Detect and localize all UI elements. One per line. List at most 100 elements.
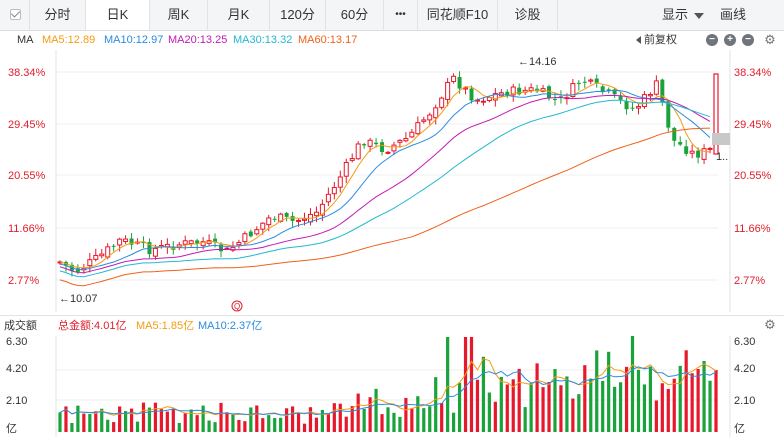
- candle-body-down: [129, 238, 134, 245]
- volume-bar-up: [112, 422, 116, 432]
- price-axis-left-label: 2.77%: [8, 275, 39, 287]
- volume-bar-up: [475, 379, 480, 432]
- volume-bar-down: [100, 408, 104, 432]
- candle-body-down: [696, 150, 701, 158]
- volume-bar-up: [559, 385, 563, 432]
- ma60-value: MA60:13.17: [298, 34, 358, 46]
- volume-bar-up: [654, 400, 658, 432]
- volume-bar-up: [159, 409, 163, 432]
- price-axis-right-label: 2.77%: [734, 275, 765, 287]
- volume-settings-gear-icon[interactable]: ⚙: [764, 317, 776, 332]
- tab-weekly-k[interactable]: 周K: [150, 0, 208, 30]
- volume-bar-up: [511, 379, 515, 432]
- candle-body-down: [660, 79, 665, 103]
- price-axis-right-label: 29.45%: [734, 119, 772, 131]
- volume-bar-down: [601, 380, 605, 432]
- settings-gear-icon[interactable]: ⚙: [764, 32, 776, 47]
- candle-body-up: [689, 150, 695, 154]
- volume-bar-down: [177, 422, 181, 432]
- candle-body-down: [141, 241, 146, 244]
- volume-bar-down: [320, 409, 324, 432]
- volume-bar-down: [618, 382, 623, 432]
- candle-body-up: [343, 161, 349, 177]
- candle-body-down: [457, 77, 462, 89]
- volume-bar-up: [165, 411, 169, 432]
- candle-body-down: [672, 127, 677, 141]
- volume-bar-down: [499, 376, 503, 432]
- volume-bar-down: [392, 412, 396, 432]
- candle-body-up: [337, 176, 343, 188]
- current-price-label: 1..: [716, 151, 728, 163]
- adjust-dropdown[interactable]: 前复权: [636, 30, 677, 50]
- candle-body-up: [391, 144, 397, 152]
- volume-bar-up: [338, 403, 342, 432]
- chevron-down-icon: [694, 12, 705, 19]
- vol-ma10: MA10:2.37亿: [198, 320, 263, 332]
- volume-axis-left-label: 2.10: [6, 395, 27, 407]
- candle-body-up: [385, 151, 391, 154]
- more-periods-button[interactable]: •••: [384, 0, 418, 30]
- candle-body-up: [57, 261, 63, 264]
- candle-body-up: [349, 158, 355, 161]
- candle-body-up: [296, 219, 302, 222]
- candle-body-up: [188, 240, 194, 245]
- tab-f10[interactable]: 同花顺F10: [418, 0, 498, 30]
- volume-bar-down: [487, 392, 491, 432]
- volume-bar-down: [523, 407, 527, 432]
- volume-bar-down: [589, 378, 593, 432]
- volume-bar-up: [356, 393, 360, 432]
- volume-bar-up: [368, 397, 372, 432]
- candle-body-up: [564, 97, 570, 100]
- volume-bar-down: [213, 422, 217, 432]
- candle-body-up: [486, 96, 492, 102]
- volume-bar-up: [660, 383, 664, 432]
- volume-bar-up: [535, 363, 539, 432]
- ma5-value: MA5:12.89: [42, 34, 96, 46]
- tab-monthly-k[interactable]: 月K: [208, 0, 270, 30]
- candle-body-down: [678, 141, 683, 145]
- volume-axis-left-label: 4.20: [6, 363, 27, 375]
- tab-60min[interactable]: 60分: [326, 0, 384, 30]
- volume-bar-down: [189, 409, 193, 432]
- collapse-toggle[interactable]: [0, 0, 30, 30]
- volume-bar-up: [153, 402, 158, 432]
- volume-bar-down: [88, 413, 92, 432]
- volume-bar-up: [404, 397, 408, 432]
- volume-bar-down: [124, 411, 128, 432]
- price-axis-right-label: 11.66%: [734, 223, 771, 235]
- tab-intraday[interactable]: 分时: [30, 0, 86, 30]
- volume-bar-down: [642, 384, 647, 432]
- volume-bar-down: [577, 394, 581, 432]
- candle-body-up: [403, 138, 409, 142]
- price-axis-left-label: 11.66%: [8, 223, 45, 235]
- candle-body-up: [707, 147, 713, 150]
- candle-body-up: [123, 238, 129, 242]
- tab-daily-k[interactable]: 日K: [86, 0, 150, 30]
- volume-axis-left-label: 6.30: [6, 336, 27, 348]
- candle-body-down: [284, 212, 289, 217]
- candle-body-up: [200, 241, 206, 247]
- zoom-in-icon[interactable]: +: [724, 34, 736, 46]
- candle-body-up: [522, 89, 528, 93]
- candle-body-up: [355, 143, 361, 160]
- volume-bar-up: [308, 407, 313, 432]
- volume-bar-down: [362, 408, 366, 432]
- volume-bar-down: [648, 366, 652, 432]
- candle-body-down: [75, 268, 80, 272]
- event-marker-icon: [231, 300, 243, 312]
- candle-body-up: [260, 222, 266, 230]
- volume-bar-down: [565, 376, 569, 432]
- adjust-label: 前复权: [644, 34, 677, 46]
- zoom-out-icon[interactable]: −: [706, 34, 718, 46]
- collapse-icon[interactable]: −: [742, 34, 754, 46]
- volume-bar-down: [386, 407, 390, 432]
- volume-bar-up: [219, 402, 223, 432]
- candle-body-up: [302, 218, 308, 221]
- display-dropdown[interactable]: 显示: [662, 0, 705, 30]
- volume-title: 成交额: [4, 320, 37, 332]
- volume-bar-up: [64, 406, 68, 432]
- draw-line-button[interactable]: 画线: [720, 7, 747, 22]
- tab-120min[interactable]: 120分: [270, 0, 326, 30]
- tab-diagnose[interactable]: 诊股: [498, 0, 558, 30]
